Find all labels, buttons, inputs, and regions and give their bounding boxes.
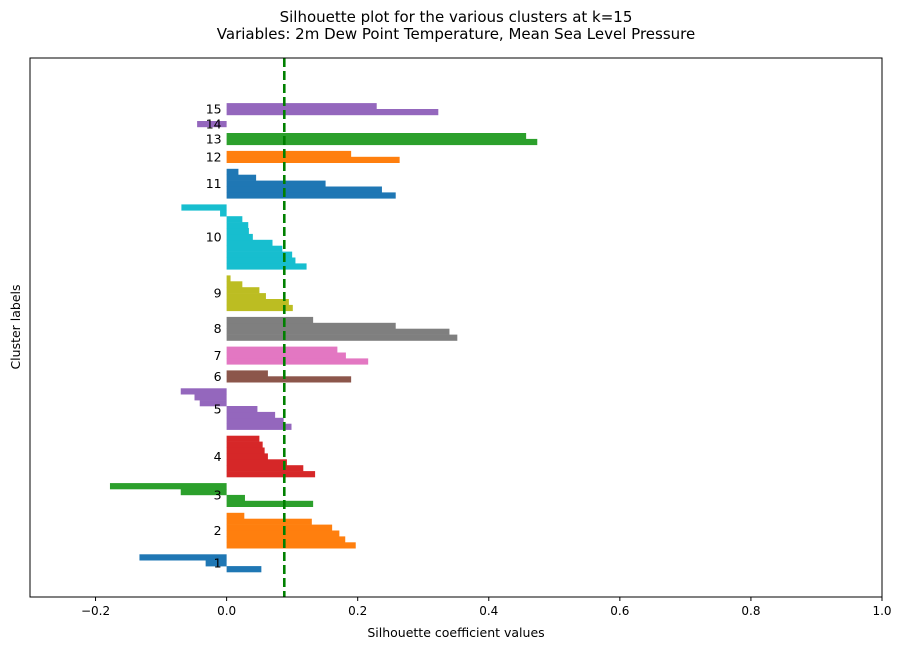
bar-cluster-8-3 — [226, 322, 396, 329]
bar-cluster-9-3 — [226, 293, 266, 300]
bar-cluster-3-1 — [226, 500, 314, 507]
bar-cluster-11-2 — [226, 186, 382, 193]
bar-cluster-11-4 — [226, 174, 257, 181]
bar-cluster-5-2 — [226, 417, 284, 424]
bar-cluster-9-6 — [226, 275, 231, 282]
bar-cluster-1-3 — [139, 554, 227, 561]
x-tick-label: 0.2 — [348, 604, 367, 618]
bar-cluster-8-1 — [226, 334, 458, 341]
cluster-label-3: 3 — [214, 487, 222, 502]
x-axis-label: Silhouette coefficient values — [367, 625, 544, 640]
bar-cluster-5-5 — [199, 400, 227, 407]
bar-cluster-4-3 — [226, 459, 287, 466]
bar-cluster-2-5 — [226, 518, 312, 525]
bar-cluster-1-2 — [205, 560, 227, 567]
bar-cluster-1-1 — [226, 566, 262, 573]
x-tick-label: −0.2 — [81, 604, 110, 618]
bar-cluster-2-3 — [226, 530, 340, 537]
bar-cluster-5-3 — [226, 411, 276, 419]
bar-cluster-4-7 — [226, 435, 260, 442]
bar-cluster-10-5 — [226, 239, 273, 246]
bar-cluster-9-1 — [226, 304, 293, 312]
cluster-label-7: 7 — [214, 348, 222, 363]
bar-cluster-10-7 — [226, 228, 249, 235]
x-tick-label: 0.6 — [610, 604, 629, 618]
cluster-label-15: 15 — [206, 102, 222, 117]
y-axis-label: Cluster labels — [8, 284, 23, 369]
bar-cluster-4-4 — [226, 453, 268, 460]
bar-cluster-2-2 — [226, 536, 346, 543]
x-tick-label: 0.8 — [741, 604, 760, 618]
chart-subtitle: Variables: 2m Dew Point Temperature, Mea… — [217, 25, 695, 43]
bar-cluster-4-6 — [226, 441, 263, 448]
bar-cluster-9-5 — [226, 281, 243, 288]
bar-cluster-12-1 — [226, 156, 400, 163]
cluster-label-5: 5 — [214, 401, 222, 416]
cluster-label-11: 11 — [206, 176, 222, 191]
cluster-label-10: 10 — [206, 229, 222, 244]
cluster-label-14: 14 — [206, 116, 222, 131]
bar-cluster-11-5 — [226, 168, 239, 175]
bar-cluster-11-3 — [226, 180, 326, 187]
bar-cluster-10-4 — [226, 245, 283, 252]
cluster-label-4: 4 — [214, 449, 222, 464]
bar-cluster-10-6 — [226, 233, 253, 241]
bar-cluster-4-2 — [226, 465, 304, 472]
bar-cluster-4-5 — [226, 447, 265, 454]
x-tick-label: 1.0 — [872, 604, 891, 618]
bar-cluster-8-4 — [226, 316, 314, 324]
cluster-label-12: 12 — [206, 149, 222, 164]
bar-cluster-15-2 — [226, 103, 377, 110]
bar-cluster-2-4 — [226, 524, 333, 531]
bar-cluster-10-11 — [181, 204, 227, 211]
bar-cluster-8-2 — [226, 328, 450, 335]
bar-cluster-11-1 — [226, 192, 396, 199]
bar-cluster-5-6 — [194, 394, 227, 401]
bar-cluster-10-8 — [226, 222, 249, 229]
bar-cluster-10-9 — [226, 216, 243, 223]
bar-cluster-6-1 — [226, 376, 352, 383]
bar-cluster-5-4 — [226, 406, 258, 413]
bar-cluster-3-2 — [226, 494, 245, 502]
bar-cluster-9-4 — [226, 287, 260, 294]
cluster-label-2: 2 — [214, 523, 222, 538]
bar-cluster-7-2 — [226, 352, 346, 359]
bar-cluster-10-1 — [226, 263, 307, 270]
bar-cluster-2-6 — [226, 512, 245, 519]
bar-cluster-10-10 — [220, 210, 227, 217]
bar-cluster-13-1 — [226, 138, 538, 146]
cluster-label-1: 1 — [214, 556, 222, 571]
bar-cluster-3-3 — [180, 489, 227, 496]
plot-frame — [29, 57, 883, 598]
x-ticks-group: −0.2 0.0 0.2 0.4 0.6 0.8 1.0 — [81, 597, 892, 618]
bar-cluster-10-2 — [226, 257, 296, 264]
cluster-label-6: 6 — [214, 369, 222, 384]
bar-cluster-2-1 — [226, 542, 356, 549]
bar-cluster-4-1 — [226, 471, 316, 478]
bars-group — [109, 103, 538, 573]
bar-cluster-3-4 — [109, 483, 227, 490]
x-tick-label: 0.4 — [479, 604, 498, 618]
bar-cluster-7-1 — [226, 358, 369, 365]
bar-cluster-9-2 — [226, 299, 289, 306]
bar-cluster-5-7 — [180, 388, 227, 395]
bar-cluster-6-2 — [226, 370, 268, 377]
cluster-label-8: 8 — [214, 321, 222, 336]
bar-cluster-10-3 — [226, 251, 293, 258]
cluster-label-9: 9 — [214, 286, 222, 301]
bar-cluster-15-1 — [226, 109, 439, 116]
bar-cluster-5-1 — [226, 423, 292, 430]
chart-title: Silhouette plot for the various clusters… — [280, 8, 633, 26]
bar-cluster-13-2 — [226, 133, 527, 140]
bar-cluster-14-1 — [197, 121, 227, 128]
bar-cluster-7-3 — [226, 346, 338, 353]
x-tick-label: 0.0 — [217, 604, 236, 618]
cluster-label-13: 13 — [206, 131, 222, 146]
bar-cluster-12-2 — [226, 150, 352, 158]
